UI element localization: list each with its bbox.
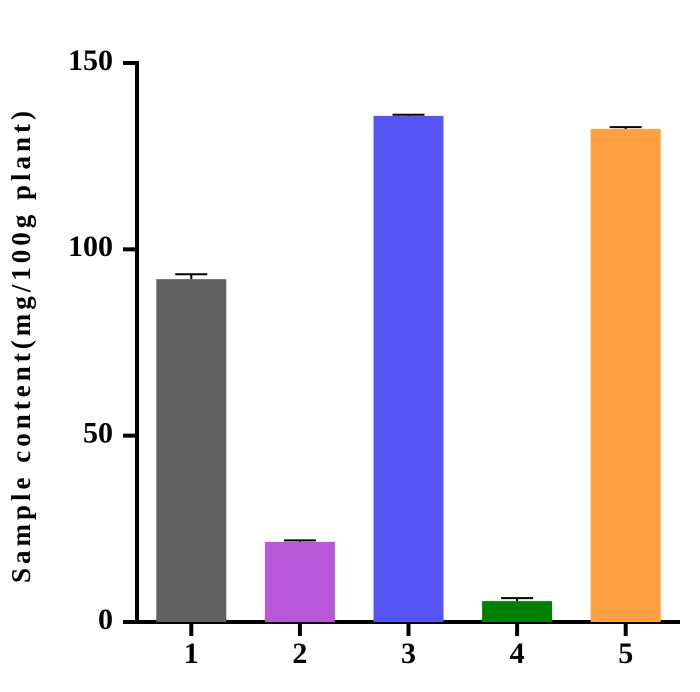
x-tick-label: 3 [401, 637, 416, 670]
bar [264, 541, 335, 622]
y-tick-label: 100 [68, 230, 113, 263]
x-tick-label: 2 [292, 637, 307, 670]
y-tick-label: 50 [83, 417, 113, 450]
bar [156, 279, 227, 622]
y-tick-label: 150 [68, 44, 113, 77]
x-tick-label: 5 [618, 637, 633, 670]
x-tick-label: 1 [184, 637, 199, 670]
y-axis-label: Sample content(mg/100g plant) [6, 107, 36, 583]
bar [590, 128, 661, 622]
y-tick-label: 0 [98, 603, 113, 636]
x-tick-label: 4 [510, 637, 525, 670]
bar [482, 601, 553, 622]
bar [373, 115, 444, 622]
